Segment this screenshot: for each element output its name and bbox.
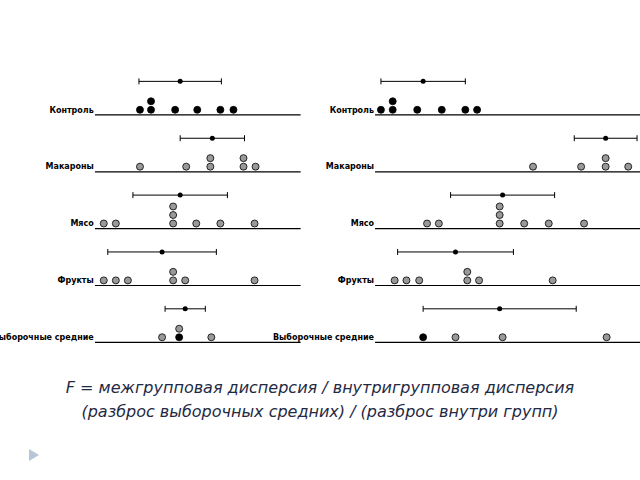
svg-text:Мясо: Мясо	[351, 219, 375, 228]
html-text:F = межгрупповая дисперсия / в: F = межгрупповая дисперсия / внутригрупп…	[65, 378, 575, 397]
html-text:(разброс выборочных средних) /: (разброс выборочных средних) / (разброс …	[81, 402, 559, 421]
svg-text:Мясо: Мясо	[70, 219, 94, 228]
svg-text:Макароны: Макароны	[326, 162, 374, 171]
svg-text:Выборочные средние: Выборочные средние	[273, 332, 375, 342]
svg-text:Фрукты: Фрукты	[338, 276, 374, 285]
svg-text:Фрукты: Фрукты	[58, 276, 94, 285]
svg-text:Выборочные средние: Выборочные средние	[0, 332, 94, 342]
svg-text:Контроль: Контроль	[49, 106, 93, 115]
svg-text:Макароны: Макароны	[46, 162, 94, 171]
svg-text:Контроль: Контроль	[330, 106, 374, 115]
